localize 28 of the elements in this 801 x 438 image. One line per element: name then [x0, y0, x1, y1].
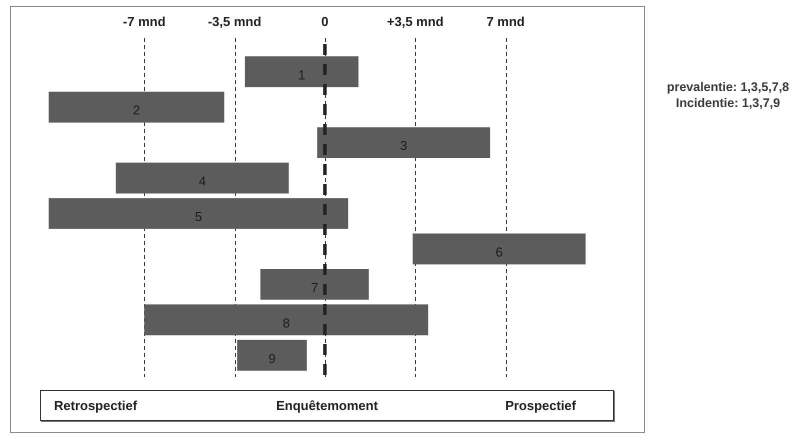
y-tick-label: 4 — [198, 174, 206, 189]
text: Retrospectief — [54, 397, 138, 415]
bar — [48, 92, 224, 123]
x-tick-label: 7 mnd — [486, 14, 525, 29]
y-tick-label: 1 — [298, 67, 306, 82]
text: Incidentie: 1,3,7,9 — [674, 96, 782, 111]
bar — [237, 340, 307, 371]
bar — [116, 162, 289, 194]
y-tick-label: 8 — [282, 315, 290, 330]
bar — [317, 127, 490, 158]
y-tick-label: 5 — [194, 209, 202, 224]
y-tick-label: 2 — [132, 102, 140, 118]
text: Enquêtemoment — [276, 398, 378, 413]
y-tick-label: 9 — [268, 350, 276, 366]
bar — [412, 234, 586, 264]
bar — [144, 304, 428, 336]
bar — [244, 56, 358, 88]
bar — [260, 268, 369, 300]
x-tick-label: -7 mnd — [122, 14, 166, 29]
y-tick-label: 7 — [310, 280, 318, 295]
bar — [48, 198, 348, 229]
x-tick-label: -3,5 mnd — [208, 14, 262, 29]
x-tick-label: +3,5 mnd — [386, 14, 444, 29]
y-tick-label: 3 — [400, 138, 408, 154]
x-tick-label: 0 — [321, 14, 329, 29]
text: Prospectief — [505, 397, 576, 415]
y-tick-label: 6 — [496, 244, 503, 260]
text: prevalentie: 1,3,5,7,8 — [666, 80, 790, 95]
